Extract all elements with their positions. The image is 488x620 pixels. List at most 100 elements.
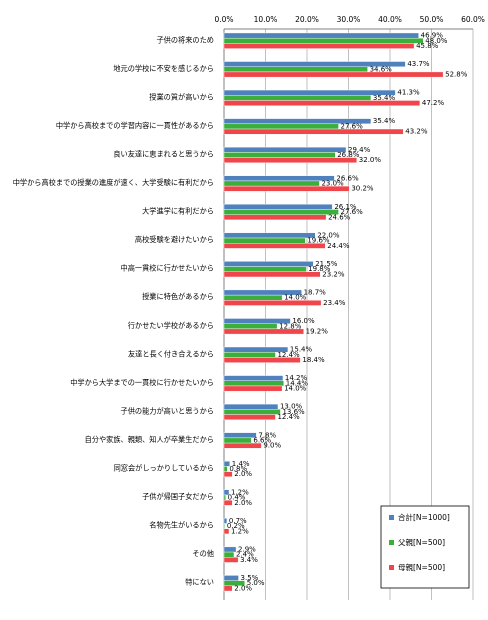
category-label: その他 bbox=[192, 549, 214, 558]
data-label: 14.2% bbox=[285, 374, 308, 382]
legend-label: 母親[N=500] bbox=[398, 562, 445, 572]
category-label: 名物先生がいるから bbox=[149, 521, 214, 530]
legend-label: 合計[N=1000] bbox=[398, 512, 450, 522]
bar-father bbox=[223, 37, 424, 44]
bar-father bbox=[223, 409, 281, 415]
bar-mother bbox=[223, 243, 326, 249]
bar-father bbox=[223, 66, 368, 73]
bar-mother bbox=[223, 442, 262, 449]
data-label: 43.2% bbox=[405, 128, 428, 136]
x-tick-label: 60.0% bbox=[461, 15, 485, 24]
bar-mother bbox=[223, 43, 415, 49]
data-label: 1.4% bbox=[232, 460, 250, 468]
bar-total bbox=[223, 375, 284, 381]
data-label: 35.4% bbox=[373, 117, 396, 125]
data-label: 5.0% bbox=[247, 579, 265, 587]
data-label: 13.6% bbox=[282, 408, 305, 416]
data-label: 2.0% bbox=[234, 499, 252, 507]
bar-father bbox=[223, 123, 339, 130]
bar-mother bbox=[223, 214, 327, 221]
data-label: 26.1% bbox=[334, 203, 357, 211]
data-label: 12.4% bbox=[277, 413, 300, 421]
category-label: 大学進学に有利だから bbox=[142, 207, 214, 216]
bar-mother bbox=[223, 100, 421, 106]
data-label: 24.6% bbox=[328, 213, 351, 221]
category-label: 中高一貫校に行かせたいから bbox=[121, 264, 214, 273]
data-label: 27.6% bbox=[341, 208, 364, 216]
category-label: 友達と長く付き合えるから bbox=[128, 349, 214, 358]
data-label: 29.4% bbox=[348, 146, 371, 154]
x-tick-label: 0.0% bbox=[214, 15, 233, 24]
bar-total bbox=[223, 575, 239, 581]
bar-mother bbox=[223, 71, 444, 78]
x-tick-label: 40.0% bbox=[378, 15, 402, 24]
category-label: 授業の質が高いから bbox=[149, 92, 214, 101]
bar-father bbox=[223, 580, 245, 587]
data-label: 1.2% bbox=[231, 488, 249, 496]
x-tick-label: 50.0% bbox=[420, 15, 444, 24]
bar-father bbox=[223, 95, 372, 101]
data-label: 27.6% bbox=[341, 122, 364, 130]
data-label: 1.2% bbox=[231, 527, 249, 535]
x-tick-label: 10.0% bbox=[254, 15, 278, 24]
category-label: 子供が帰国子女だから bbox=[142, 492, 214, 501]
data-label: 30.2% bbox=[351, 185, 374, 193]
bar-mother bbox=[223, 528, 230, 535]
data-label: 18.4% bbox=[302, 356, 325, 364]
data-label: 7.8% bbox=[258, 431, 276, 439]
category-label: 授業に特色があるから bbox=[142, 292, 214, 301]
bar-mother bbox=[223, 357, 301, 363]
bar-total bbox=[223, 175, 335, 182]
bar-mother bbox=[223, 499, 233, 506]
data-label: 2.9% bbox=[238, 545, 256, 553]
data-label: 24.4% bbox=[327, 242, 350, 250]
bar-mother bbox=[223, 185, 350, 192]
bar-father bbox=[223, 323, 278, 330]
data-label: 6.6% bbox=[253, 436, 271, 444]
data-label: 14.4% bbox=[286, 379, 309, 387]
bar-father bbox=[223, 266, 307, 272]
bar-total bbox=[223, 432, 257, 439]
category-label: 中学から大学までの一貫校に行かせたいから bbox=[70, 378, 214, 387]
bar-father bbox=[223, 294, 283, 301]
legend-swatch bbox=[389, 565, 394, 570]
bar-total bbox=[223, 204, 333, 210]
legend-swatch bbox=[389, 515, 394, 520]
bar-mother bbox=[223, 328, 304, 335]
data-label: 26.8% bbox=[337, 151, 360, 159]
bar-mother bbox=[223, 385, 283, 392]
category-label: 高校受験を避けたいから bbox=[135, 235, 214, 244]
bar-mother bbox=[223, 157, 358, 163]
data-label: 26.6% bbox=[336, 174, 359, 182]
data-label: 0.7% bbox=[229, 517, 247, 525]
data-label: 34.6% bbox=[370, 65, 393, 73]
category-label: 子供の能力が高いと思うから bbox=[121, 406, 214, 415]
bar-mother bbox=[223, 557, 239, 563]
category-label: 中学から高校までの授業の進度が速く、大学受験に有利だから bbox=[13, 178, 214, 187]
data-label: 13.0% bbox=[280, 403, 303, 411]
data-label: 9.0% bbox=[263, 442, 281, 450]
data-label: 3.5% bbox=[241, 574, 259, 582]
category-label: 同窓会がしっかりしているから bbox=[114, 464, 214, 473]
data-label: 0.8% bbox=[229, 465, 247, 473]
data-label: 35.4% bbox=[373, 94, 396, 102]
category-label: 特にない bbox=[185, 578, 214, 587]
category-label: 中学から高校までの学習内容に一貫性があるから bbox=[56, 121, 214, 130]
bar-total bbox=[223, 232, 316, 239]
bar-total bbox=[223, 546, 237, 553]
bar-father bbox=[223, 152, 336, 158]
data-label: 22.0% bbox=[317, 231, 340, 239]
legend-swatch bbox=[389, 540, 394, 545]
data-label: 46.9% bbox=[421, 32, 444, 40]
bar-total bbox=[223, 146, 347, 153]
bar-total bbox=[223, 261, 314, 267]
bar-father bbox=[223, 551, 235, 558]
bar-total bbox=[223, 32, 419, 39]
bar-total bbox=[223, 518, 228, 524]
data-label: 21.5% bbox=[315, 260, 338, 268]
category-label: 良い友達に恵まれると思うから bbox=[113, 149, 214, 158]
bar-mother bbox=[223, 471, 233, 478]
category-label: 自分や家族、親類、知人が卒業生だから bbox=[85, 435, 214, 444]
